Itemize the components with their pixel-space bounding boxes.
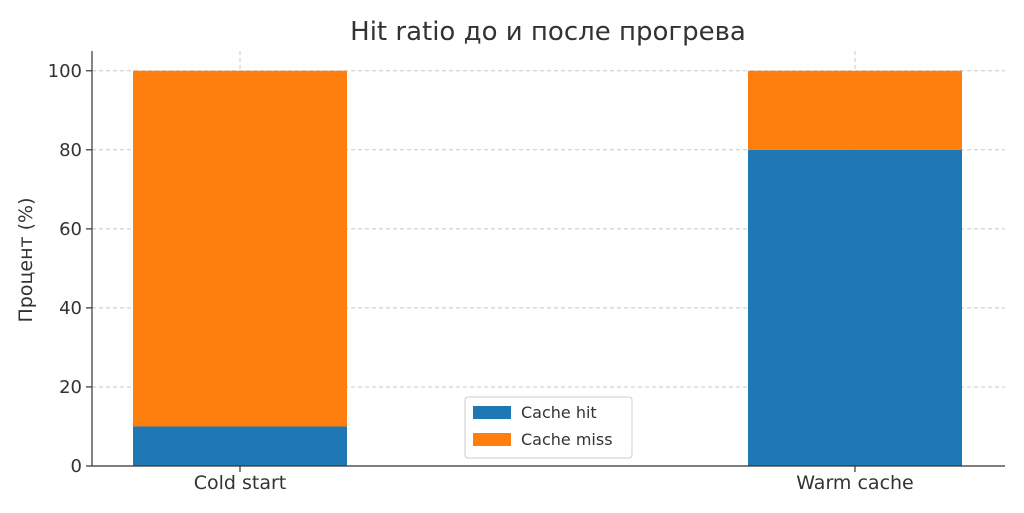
y-tick-label: 20 [59, 377, 82, 398]
y-tick-label: 80 [59, 140, 82, 161]
bars [133, 70, 962, 467]
bar-cache-hit-warm-cache [748, 149, 962, 467]
bar-cache-miss-warm-cache [748, 70, 962, 150]
legend-label: Cache hit [521, 403, 597, 422]
bar-cache-hit-cold-start [133, 426, 347, 466]
legend-label: Cache miss [521, 430, 613, 449]
x-tick-label: Cold start [194, 472, 287, 494]
legend: Cache hit Cache miss [464, 396, 633, 459]
chart-title: Hit ratio до и после прогрева [350, 17, 746, 47]
legend-swatch [473, 433, 511, 446]
y-tick-label: 0 [71, 456, 82, 477]
y-tick-label: 100 [48, 61, 82, 82]
bar-cache-miss-cold-start [133, 70, 347, 427]
y-axis-title: Процент (%) [15, 197, 37, 322]
y-ticks: 0 20 40 60 80 100 [48, 61, 92, 477]
y-tick-label: 60 [59, 219, 82, 240]
axes [91, 51, 1005, 467]
legend-swatch [473, 406, 511, 419]
x-tick-label: Warm cache [796, 472, 914, 494]
x-ticks: Cold start Warm cache [194, 466, 914, 494]
y-tick-label: 40 [59, 298, 82, 319]
